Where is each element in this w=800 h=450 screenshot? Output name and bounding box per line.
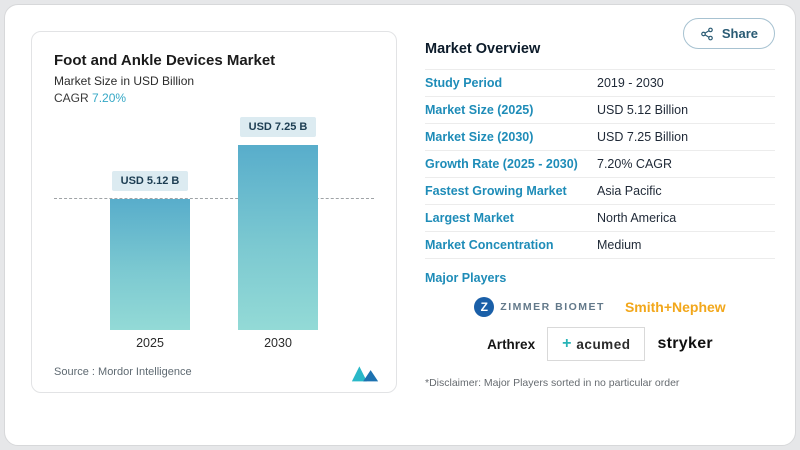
arthrex-logo: Arthrex (487, 336, 536, 352)
mordor-intelligence-logo-icon (351, 366, 379, 382)
zimmer-biomet-text: ZIMMER BIOMET (500, 301, 605, 313)
row-label: Market Size (2025) (425, 103, 534, 117)
share-icon (701, 27, 713, 40)
x-tick-2030: 2030 (264, 336, 292, 350)
table-row: Fastest Growing Market Asia Pacific (425, 178, 775, 205)
source-label: Source : (54, 366, 95, 378)
source-row: Source : Mordor Intelligence (54, 362, 380, 382)
bar-group-2025: USD 5.12 B (110, 171, 190, 330)
row-label: Market Concentration (425, 238, 554, 252)
row-label: Market Size (2030) (425, 130, 534, 144)
acumed-logo: + acumed (547, 327, 646, 361)
row-value: USD 5.12 Billion (597, 103, 689, 117)
cagr-label: CAGR (54, 91, 89, 105)
cagr-value: 7.20% (92, 91, 127, 105)
overview-table: Study Period 2019 - 2030 Market Size (20… (425, 69, 775, 259)
logo-row-1: Z ZIMMER BIOMET Smith+Nephew (425, 297, 775, 317)
row-label: Growth Rate (2025 - 2030) (425, 157, 578, 171)
zimmer-biomet-logo: Z ZIMMER BIOMET (474, 297, 605, 317)
table-row: Market Size (2025) USD 5.12 Billion (425, 97, 775, 124)
table-row: Largest Market North America (425, 205, 775, 232)
row-value: North America (597, 211, 677, 225)
share-label: Share (721, 26, 758, 41)
smith-nephew-logo: Smith+Nephew (624, 299, 726, 315)
market-overview-panel: Market Overview Study Period 2019 - 2030… (425, 41, 775, 389)
table-row: Market Size (2030) USD 7.25 Billion (425, 124, 775, 151)
row-value: 7.20% CAGR (597, 157, 673, 171)
source-value: Mordor Intelligence (98, 366, 192, 378)
stryker-logo: stryker (657, 335, 713, 352)
acumed-plus-icon: + (562, 335, 572, 352)
table-row: Growth Rate (2025 - 2030) 7.20% CAGR (425, 151, 775, 178)
reference-line (54, 198, 374, 199)
overview-title: Market Overview (425, 41, 541, 57)
row-label: Largest Market (425, 211, 514, 225)
row-value: Medium (597, 238, 642, 252)
chart-cagr: CAGR 7.20% (54, 91, 374, 105)
table-row: Market Concentration Medium (425, 232, 775, 259)
bar-2025 (110, 199, 190, 330)
chart-subtitle: Market Size in USD Billion (54, 74, 195, 88)
row-value: 2019 - 2030 (597, 76, 664, 90)
major-players-label: Major Players (425, 271, 507, 285)
row-value: USD 7.25 Billion (597, 130, 689, 144)
bar-plot: USD 5.12 B USD 7.25 B (54, 115, 374, 330)
share-button[interactable]: Share (682, 18, 775, 49)
chart-title: Foot and Ankle Devices Market (54, 52, 276, 69)
acumed-text: acumed (576, 336, 631, 352)
disclaimer-text: *Disclaimer: Major Players sorted in no … (425, 377, 680, 389)
bar-value-chip: USD 5.12 B (111, 171, 189, 191)
table-row: Study Period 2019 - 2030 (425, 69, 775, 97)
bar-group-2030: USD 7.25 B (238, 117, 318, 330)
logo-row-2: Arthrex + acumed stryker (425, 327, 775, 361)
chart-panel: Foot and Ankle Devices Market Market Siz… (31, 31, 397, 393)
row-value: Asia Pacific (597, 184, 662, 198)
row-label: Study Period (425, 76, 503, 90)
infographic-card: Share Foot and Ankle Devices Market Mark… (4, 4, 796, 446)
x-tick-2025: 2025 (136, 336, 164, 350)
x-axis-labels: 2025 2030 (54, 336, 374, 350)
bar-2030 (238, 145, 318, 330)
row-label: Fastest Growing Market (425, 184, 567, 198)
major-players-logos: Z ZIMMER BIOMET Smith+Nephew Arthrex + a… (425, 297, 775, 361)
zimmer-biomet-icon: Z (474, 297, 495, 317)
bar-value-chip: USD 7.25 B (239, 117, 317, 137)
source-text: Source : Mordor Intelligence (54, 366, 192, 378)
